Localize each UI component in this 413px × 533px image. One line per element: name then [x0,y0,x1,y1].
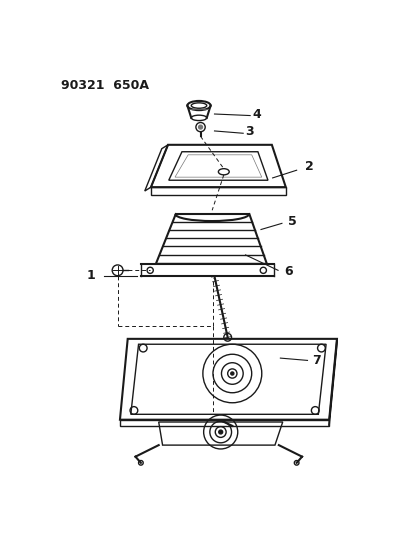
Text: 4: 4 [252,108,261,120]
Text: 3: 3 [244,125,253,138]
Circle shape [218,430,222,434]
Text: 7: 7 [312,354,320,367]
Text: 90321  650A: 90321 650A [61,79,149,92]
Text: 6: 6 [283,265,292,278]
Text: 2: 2 [304,160,313,173]
Text: 1: 1 [86,269,95,282]
Circle shape [230,372,233,375]
Text: 5: 5 [287,215,296,228]
Circle shape [198,125,202,129]
